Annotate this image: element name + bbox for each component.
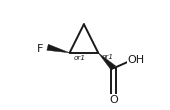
Text: O: O (109, 95, 118, 104)
Text: or1: or1 (102, 54, 114, 60)
Text: F: F (37, 44, 44, 54)
Text: OH: OH (128, 55, 145, 65)
Polygon shape (47, 44, 70, 53)
Text: or1: or1 (73, 55, 86, 61)
Polygon shape (98, 53, 116, 70)
